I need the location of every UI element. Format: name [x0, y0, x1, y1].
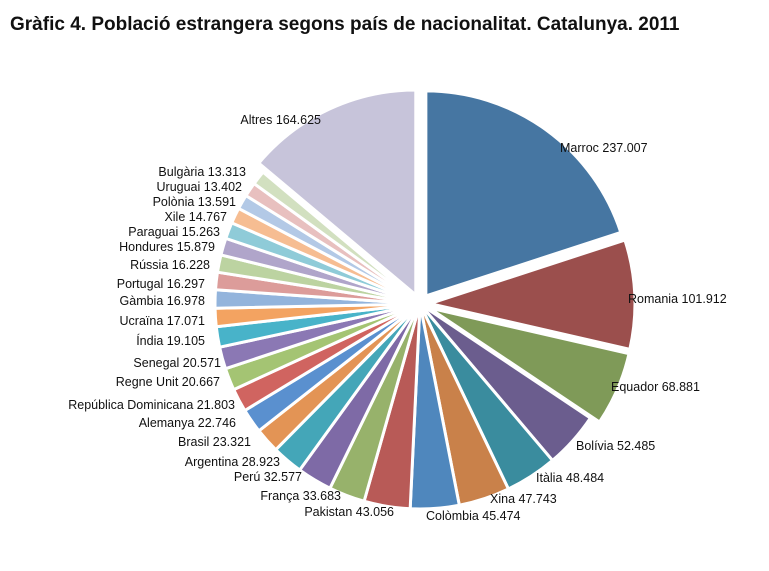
slice-label-bulgaria: Bulgària 13.313: [158, 165, 246, 179]
slice-label-brasil: Brasil 23.321: [178, 435, 251, 449]
slice-label-paraguai: Paraguai 15.263: [128, 225, 220, 239]
pie-slices: [213, 88, 637, 511]
slice-label-hondures: Hondures 15.879: [119, 240, 215, 254]
slice-label-ucraina: Ucraïna 17.071: [120, 314, 206, 328]
chart-title: Gràfic 4. Població estrangera segons paí…: [10, 14, 680, 35]
slice-label-regne-unit: Regne Unit 20.667: [116, 375, 220, 389]
slice-label-bolivia: Bolívia 52.485: [576, 439, 655, 453]
slice-label-peru: Perú 32.577: [234, 470, 302, 484]
slice-equador: [427, 306, 631, 424]
pie-labels: Marroc 237.007 Romania 101.912 Equador 68.…: [68, 113, 727, 523]
slice-label-marroc: Marroc 237.007: [560, 141, 648, 155]
slice-label-xile: Xile 14.767: [164, 210, 227, 224]
slice-label-xina: Xina 47.743: [490, 492, 557, 506]
slice-label-argentina: Argentina 28.923: [185, 455, 280, 469]
slice-label-india: Índia 19.105: [136, 333, 205, 348]
slice-romania: [428, 238, 637, 351]
slice-label-pakistan: Pakistan 43.056: [304, 505, 394, 519]
slice-label-colombia: Colòmbia 45.474: [426, 509, 521, 523]
slice-marroc: [424, 89, 623, 298]
slice-bulgaria: [252, 170, 422, 306]
slice-label-russia: Rússia 16.228: [130, 258, 210, 272]
slice-label-polonia: Polònia 13.591: [153, 195, 236, 209]
slice-altres: [257, 88, 418, 297]
slice-label-republica-dominicana: República Dominicana 21.803: [68, 398, 235, 412]
slice-label-uruguai: Uruguai 13.402: [157, 180, 243, 194]
slice-label-franca: França 33.683: [260, 489, 341, 503]
slice-label-senegal: Senegal 20.571: [133, 356, 221, 370]
slice-label-gambia: Gàmbia 16.978: [120, 294, 206, 308]
slice-label-italia: Itàlia 48.484: [536, 471, 604, 485]
slice-label-altres: Altres 164.625: [240, 113, 321, 127]
slice-label-equador: Equador 68.881: [611, 380, 700, 394]
slice-label-alemanya: Alemanya 22.746: [139, 416, 236, 430]
slice-label-romania: Romania 101.912: [628, 292, 727, 306]
slice-label-portugal: Portugal 16.297: [117, 277, 205, 291]
